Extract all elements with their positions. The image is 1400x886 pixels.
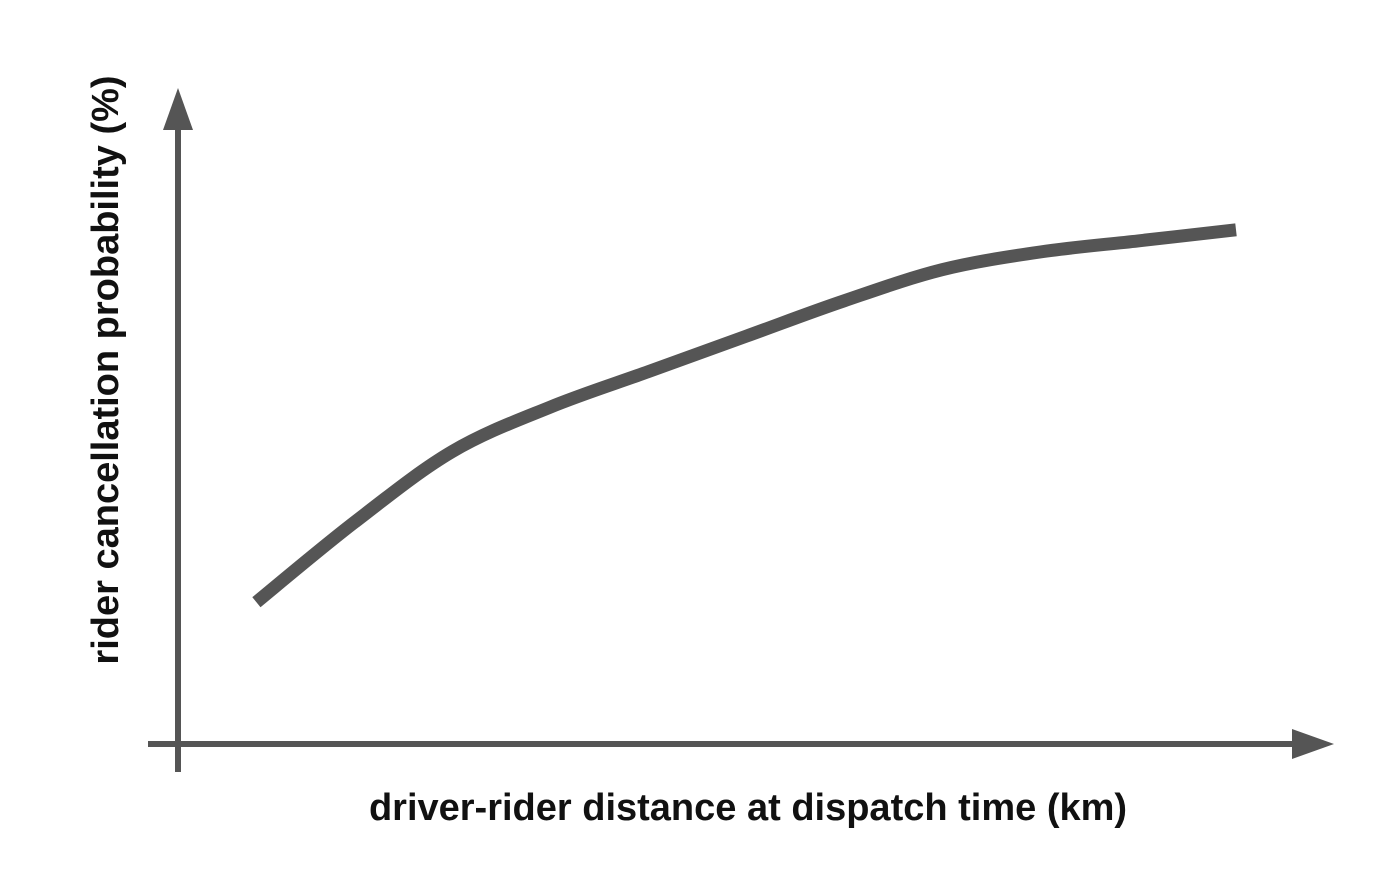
series-line-0 <box>252 223 1237 608</box>
series-layer <box>252 223 1237 608</box>
x-axis-label: driver-rider distance at dispatch time (… <box>369 787 1127 829</box>
y-axis-label: rider cancellation probability (%) <box>85 75 127 664</box>
y-axis-arrowhead <box>163 88 193 130</box>
x-axis-arrowhead <box>1292 729 1334 759</box>
